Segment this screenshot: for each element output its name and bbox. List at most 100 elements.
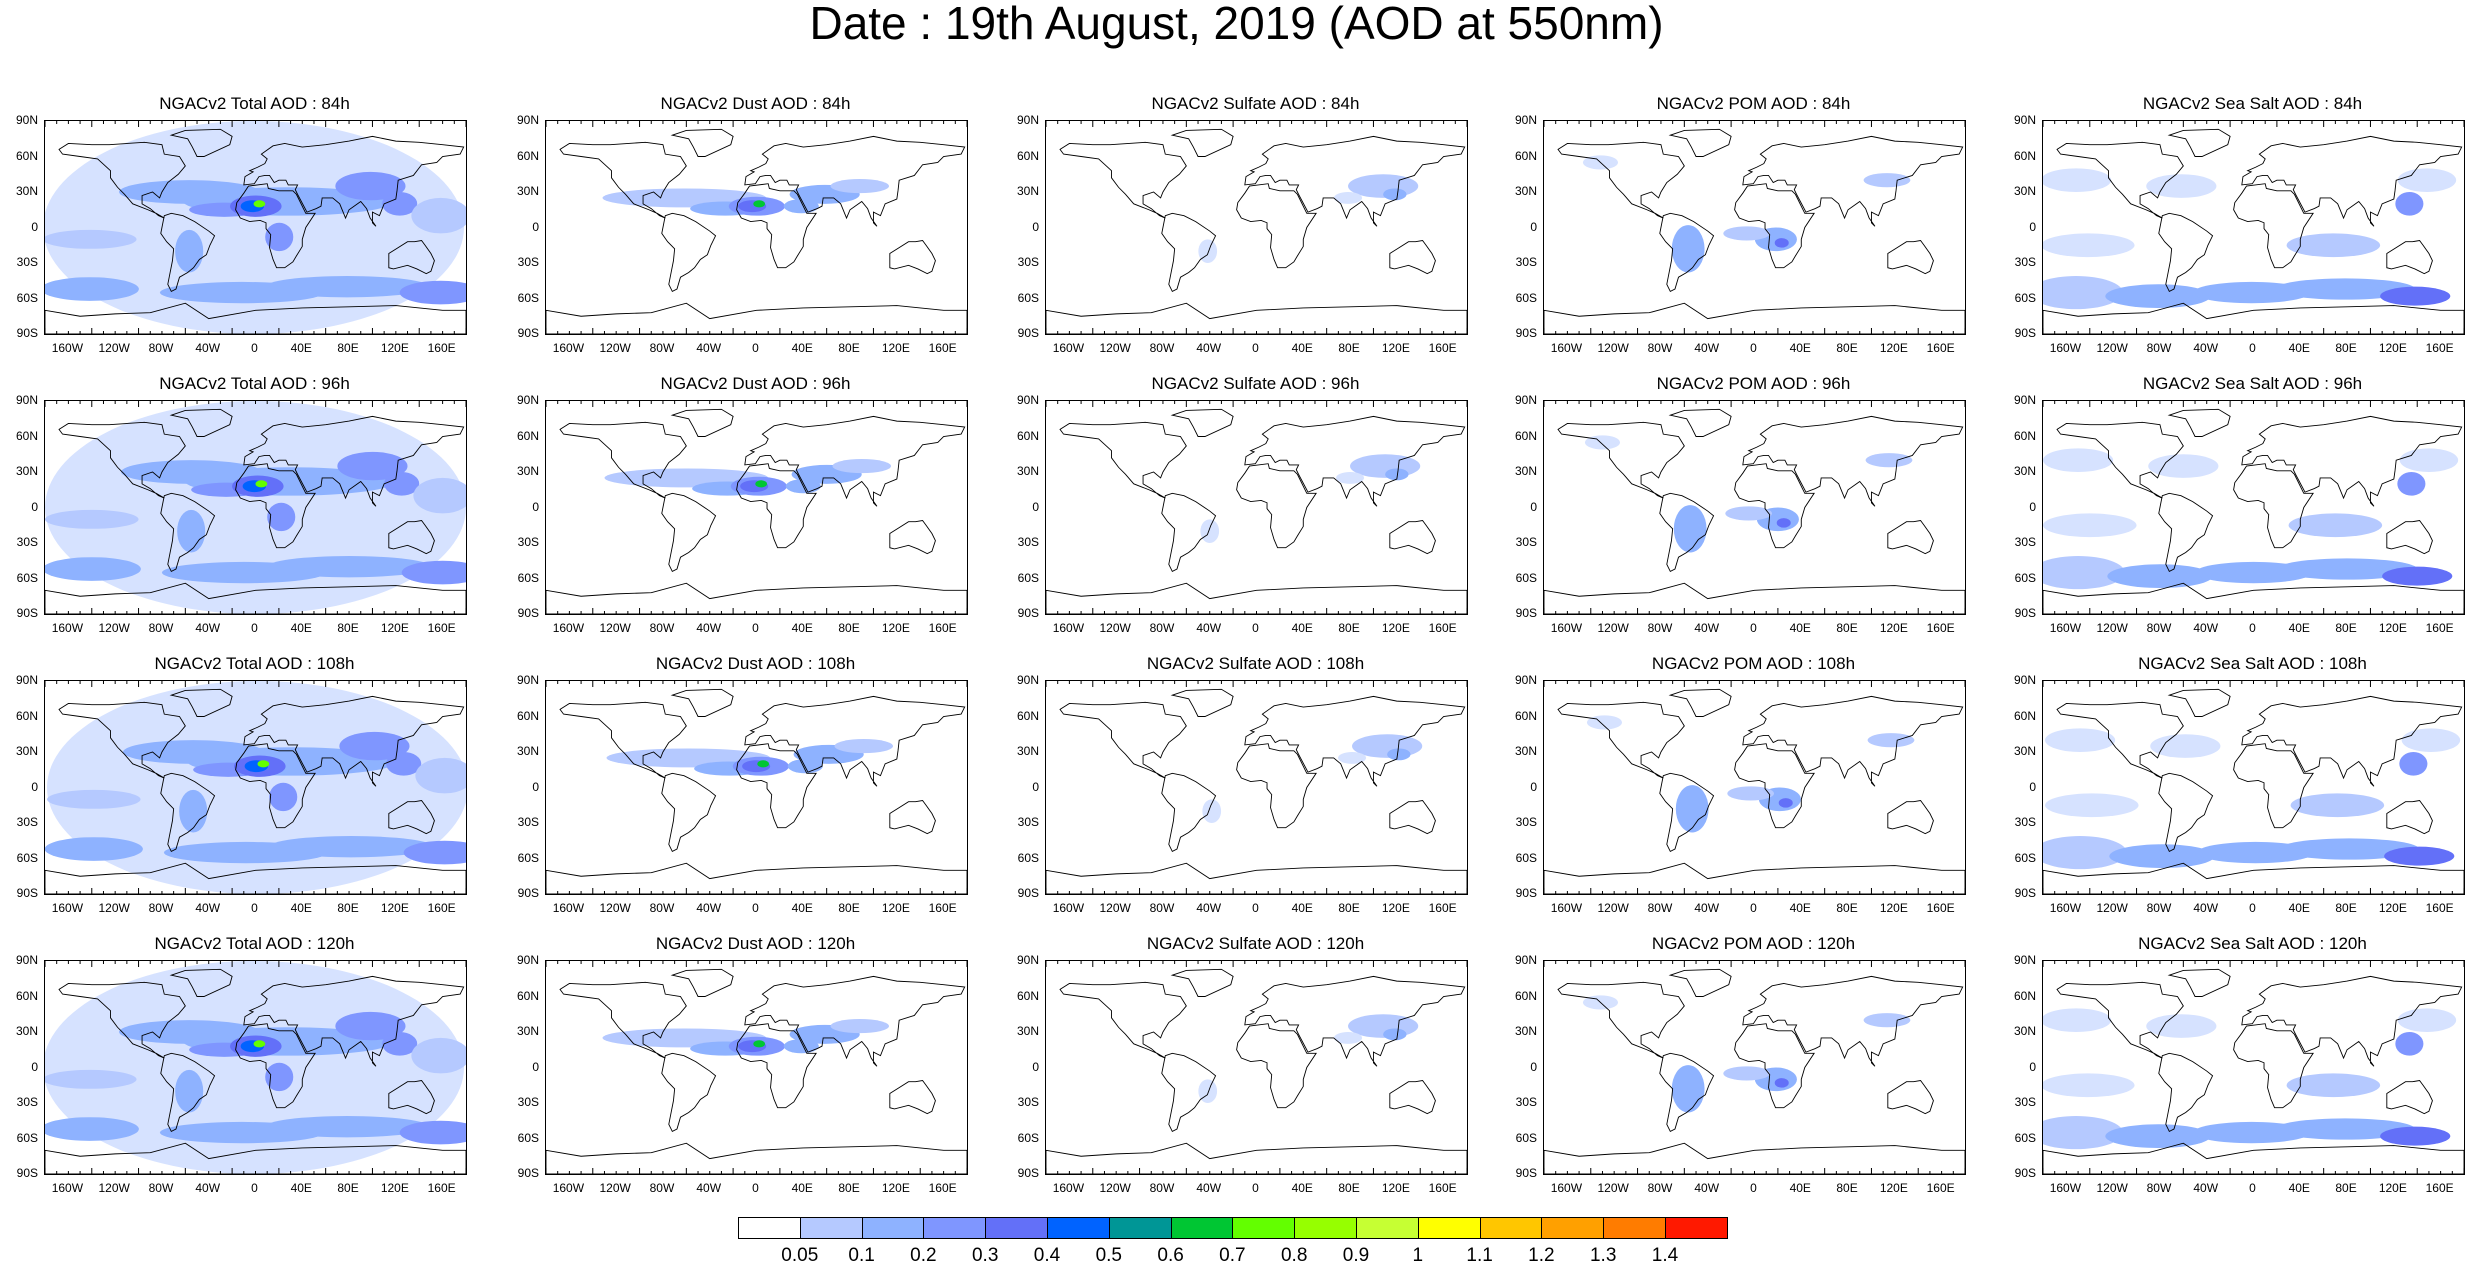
aod-shading-patch: [265, 1116, 429, 1138]
lon-tick-label: 160W: [51, 341, 84, 355]
coastline-outline: [1046, 862, 1467, 894]
coastline-outline: [1734, 1023, 1815, 1109]
aod-map: [45, 401, 466, 614]
lon-tick-label: 40W: [2193, 1181, 2219, 1195]
colorbar-swatch: [1170, 1217, 1234, 1239]
coastline-outline: [1046, 1142, 1467, 1174]
lon-tick-label: 160W: [1052, 341, 1085, 355]
lon-tick-label: 80W: [1647, 341, 1673, 355]
lon-tick-label: 80E: [1836, 901, 1858, 915]
lat-tick-label: 90S: [16, 886, 38, 900]
lon-tick-label: 80E: [337, 341, 359, 355]
lon-tick-label: 120E: [1879, 621, 1908, 635]
lat-tick-label: 30N: [1514, 1024, 1537, 1038]
coastline-outline: [169, 128, 233, 157]
aod-shading-patch: [175, 229, 204, 273]
map-frame: [1543, 120, 1966, 335]
coastline-outline: [1170, 408, 1234, 437]
lon-tick-label: 120E: [1879, 901, 1908, 915]
lon-tick-label: 120E: [2378, 341, 2407, 355]
coastline-outline: [889, 1080, 936, 1115]
aod-shading-patch: [2043, 1073, 2135, 1098]
coastline-outline: [1668, 408, 1732, 437]
aod-map: [1046, 961, 1467, 1174]
coastline-outline: [2233, 743, 2314, 829]
coastline-outline: [160, 772, 216, 853]
lon-tick-label: 120E: [380, 901, 409, 915]
aod-map: [1544, 961, 1965, 1174]
coastline-outline: [1887, 240, 1934, 275]
aod-shading-patch: [1584, 435, 1621, 450]
panel-title: NGACv2 Dust AOD : 84h: [660, 94, 851, 113]
coastline-outline: [1236, 1023, 1317, 1109]
lon-tick-label: 160E: [928, 341, 957, 355]
aod-map: [1046, 401, 1467, 614]
coastline-outline: [2386, 240, 2433, 275]
lat-tick-label: 30S: [517, 815, 539, 829]
lat-tick-label: 30S: [1017, 815, 1039, 829]
coastline-outline: [1544, 302, 1965, 334]
coastline-outline: [744, 415, 966, 507]
coastline-outline: [235, 743, 316, 829]
lon-tick-label: 40W: [696, 621, 722, 635]
lon-tick-label: 160E: [2425, 901, 2454, 915]
lon-tick-label: 80W: [2146, 901, 2172, 915]
coastline-outline: [1659, 492, 1715, 573]
lon-tick-label: 80W: [649, 341, 675, 355]
aod-shading-patch: [1863, 173, 1911, 188]
lon-tick-label: 160E: [1926, 901, 1955, 915]
aod-shading-patch: [335, 171, 406, 201]
lat-tick-label: 90N: [2013, 113, 2036, 127]
lon-tick-label: 0: [1252, 901, 1259, 915]
lon-tick-label: 160W: [552, 621, 585, 635]
aod-shading-patch: [257, 760, 270, 768]
coastline-outline: [45, 582, 466, 614]
coastline-outline: [2167, 128, 2231, 157]
lat-tick-label: 60N: [516, 708, 539, 723]
colorbar-swatch: [1356, 1217, 1419, 1239]
lon-tick-label: 80W: [148, 1181, 174, 1195]
lat-tick-label: 90N: [516, 953, 539, 967]
lat-tick-label: 60N: [15, 428, 38, 443]
lon-tick-label: 80E: [1338, 341, 1360, 355]
aod-shading-patch: [399, 1120, 466, 1145]
aod-map: [2043, 401, 2464, 614]
colorbar-label: 1.2: [1528, 1245, 1555, 1266]
lat-tick-label: 90S: [517, 886, 539, 900]
lon-tick-label: 80W: [2146, 341, 2172, 355]
coastline-outline: [661, 1052, 717, 1133]
coastline-outline: [1236, 743, 1317, 829]
lon-tick-label: 120E: [1879, 1181, 1908, 1195]
lat-tick-label: 60S: [16, 290, 38, 305]
aod-shading-patch: [1723, 1066, 1771, 1081]
aod-shading-patch: [265, 1062, 294, 1092]
lon-tick-label: 160W: [552, 901, 585, 915]
lat-tick-label: 60N: [516, 428, 539, 443]
lon-tick-label: 120W: [1099, 901, 1131, 915]
panel-title: NGACv2 Sea Salt AOD : 120h: [2138, 934, 2367, 953]
aod-shading-patch: [753, 1040, 766, 1048]
aod-shading-patch: [2274, 1118, 2416, 1140]
lat-tick-label: 90N: [15, 113, 38, 127]
lon-tick-label: 40W: [195, 901, 221, 915]
aod-shading-patch: [267, 556, 431, 578]
aod-shading-patch: [2045, 728, 2116, 752]
coastline-outline: [736, 463, 817, 549]
coastline-outline: [1734, 463, 1815, 549]
lat-tick-label: 0: [532, 779, 539, 794]
panel-title: NGACv2 Total AOD : 96h: [159, 374, 350, 393]
panel-title: NGACv2 Sulfate AOD : 108h: [1146, 654, 1365, 673]
map-frame: [545, 120, 968, 335]
lat-tick-label: 30S: [517, 535, 539, 549]
coastline-outline: [58, 141, 186, 219]
main-title: Date : 19th August, 2019 (AOD at 550nm): [809, 0, 1664, 49]
aod-shading-patch: [2043, 513, 2137, 538]
aod-shading-patch: [265, 276, 429, 298]
lat-tick-label: 30S: [1017, 535, 1039, 549]
aod-map: [1544, 401, 1965, 614]
map-frame: [1543, 960, 1966, 1175]
colorbar-label: 1.1: [1466, 1245, 1493, 1266]
lon-tick-label: 120E: [2378, 1181, 2407, 1195]
lon-tick-label: 0: [1252, 1181, 1259, 1195]
lat-tick-label: 90S: [1515, 1166, 1537, 1180]
